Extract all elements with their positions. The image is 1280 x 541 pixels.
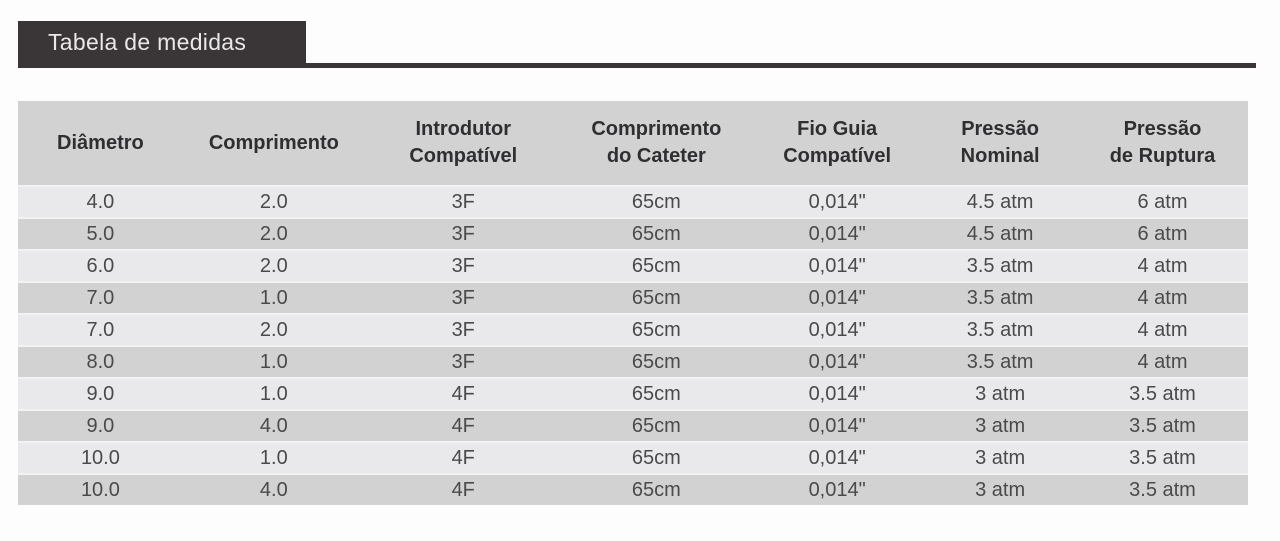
table-cell: 65cm: [561, 473, 752, 505]
table-cell: 65cm: [561, 409, 752, 441]
table-cell: 3 atm: [923, 473, 1077, 505]
table-cell: 8.0: [18, 345, 183, 377]
table-cell: 5.0: [18, 217, 183, 249]
section-title-bar: Tabela de medidas: [18, 21, 306, 63]
table-row: 10.0 4.0 4F 65cm 0,014" 3 atm 3.5 atm: [18, 473, 1248, 505]
table-cell: 3.5 atm: [1076, 441, 1248, 473]
table-cell: 1.0: [182, 281, 365, 313]
section-title: Tabela de medidas: [48, 28, 247, 55]
table-cell: 9.0: [18, 409, 183, 441]
table-cell: 4.0: [18, 185, 183, 217]
table-cell: 65cm: [561, 313, 752, 345]
table-cell: 7.0: [18, 313, 183, 345]
table-cell: 4 atm: [1076, 345, 1248, 377]
table-cell: 4F: [364, 441, 562, 473]
table-cell: 2.0: [182, 185, 365, 217]
table-cell: 0,014": [751, 473, 924, 505]
table-cell: 3.5 atm: [923, 249, 1077, 281]
table-cell: 4F: [364, 473, 562, 505]
table-cell: 65cm: [561, 345, 752, 377]
table-cell: 1.0: [182, 377, 365, 409]
table-cell: 65cm: [561, 249, 752, 281]
table-cell: 4 atm: [1076, 281, 1248, 313]
table-cell: 1.0: [182, 441, 365, 473]
table-cell: 3.5 atm: [1076, 377, 1248, 409]
table-cell: 0,014": [751, 377, 924, 409]
table-cell: 65cm: [561, 185, 752, 217]
title-rule-divider: [18, 63, 1256, 68]
table-cell: 3 atm: [923, 409, 1077, 441]
header-row: Diâmetro Comprimento Introdutor Compatível…: [18, 101, 1248, 185]
table-cell: 3 atm: [923, 441, 1077, 473]
table-row: 4.0 2.0 3F 65cm 0,014" 4.5 atm 6 atm: [18, 185, 1248, 217]
table-cell: 1.0: [182, 345, 365, 377]
table-cell: 3F: [364, 249, 562, 281]
column-header: Comprimento: [182, 101, 365, 185]
column-header: Pressão de Ruptura: [1076, 101, 1248, 185]
table-cell: 65cm: [561, 377, 752, 409]
table-cell: 6.0: [18, 249, 183, 281]
table-cell: 0,014": [751, 441, 924, 473]
table-cell: 0,014": [751, 249, 924, 281]
table-cell: 3F: [364, 281, 562, 313]
table-cell: 4.0: [182, 473, 365, 505]
table-cell: 0,014": [751, 345, 924, 377]
table-row: 8.0 1.0 3F 65cm 0,014" 3.5 atm 4 atm: [18, 345, 1248, 377]
table-cell: 0,014": [751, 409, 924, 441]
table-cell: 4.5 atm: [923, 217, 1077, 249]
table-cell: 6 atm: [1076, 217, 1248, 249]
table-cell: 65cm: [561, 281, 752, 313]
table-cell: 4F: [364, 409, 562, 441]
table-cell: 0,014": [751, 217, 924, 249]
table-cell: 3.5 atm: [1076, 473, 1248, 505]
table-cell: 4 atm: [1076, 313, 1248, 345]
table-cell: 4.5 atm: [923, 185, 1077, 217]
measurements-table: Diâmetro Comprimento Introdutor Compatível…: [18, 101, 1248, 505]
table-cell: 3.5 atm: [923, 313, 1077, 345]
table-row: 5.0 2.0 3F 65cm 0,014" 4.5 atm 6 atm: [18, 217, 1248, 249]
table-cell: 0,014": [751, 185, 924, 217]
table-cell: 3F: [364, 185, 562, 217]
table-cell: 4 atm: [1076, 249, 1248, 281]
table-cell: 9.0: [18, 377, 183, 409]
table-cell: 3F: [364, 345, 562, 377]
table-row: 6.0 2.0 3F 65cm 0,014" 3.5 atm 4 atm: [18, 249, 1248, 281]
table-cell: 0,014": [751, 313, 924, 345]
column-header: Comprimento do Cateter: [561, 101, 752, 185]
table-cell: 3F: [364, 217, 562, 249]
column-header: Fio Guia Compatível: [751, 101, 924, 185]
table-cell: 0,014": [751, 281, 924, 313]
table-cell: 4F: [364, 377, 562, 409]
table-cell: 3.5 atm: [1076, 409, 1248, 441]
table-row: 10.0 1.0 4F 65cm 0,014" 3 atm 3.5 atm: [18, 441, 1248, 473]
table-row: 7.0 1.0 3F 65cm 0,014" 3.5 atm 4 atm: [18, 281, 1248, 313]
column-header: Pressão Nominal: [923, 101, 1077, 185]
table-cell: 3.5 atm: [923, 345, 1077, 377]
table-cell: 2.0: [182, 217, 365, 249]
table-cell: 4.0: [182, 409, 365, 441]
table-cell: 3 atm: [923, 377, 1077, 409]
column-header: Introdutor Compatível: [364, 101, 562, 185]
table-body: 4.0 2.0 3F 65cm 0,014" 4.5 atm 6 atm 5.0 2.0 3F 65…: [18, 185, 1248, 505]
table-cell: 65cm: [561, 217, 752, 249]
table-cell: 65cm: [561, 441, 752, 473]
table-cell: 3.5 atm: [923, 281, 1077, 313]
column-header: Diâmetro: [18, 101, 183, 185]
table-cell: 3F: [364, 313, 562, 345]
table-row: 9.0 4.0 4F 65cm 0,014" 3 atm 3.5 atm: [18, 409, 1248, 441]
table-cell: 2.0: [182, 313, 365, 345]
table-cell: 2.0: [182, 249, 365, 281]
table-row: 7.0 2.0 3F 65cm 0,014" 3.5 atm 4 atm: [18, 313, 1248, 345]
table-cell: 6 atm: [1076, 185, 1248, 217]
table-cell: 10.0: [18, 473, 183, 505]
table-cell: 10.0: [18, 441, 183, 473]
table-row: 9.0 1.0 4F 65cm 0,014" 3 atm 3.5 atm: [18, 377, 1248, 409]
table-cell: 7.0: [18, 281, 183, 313]
